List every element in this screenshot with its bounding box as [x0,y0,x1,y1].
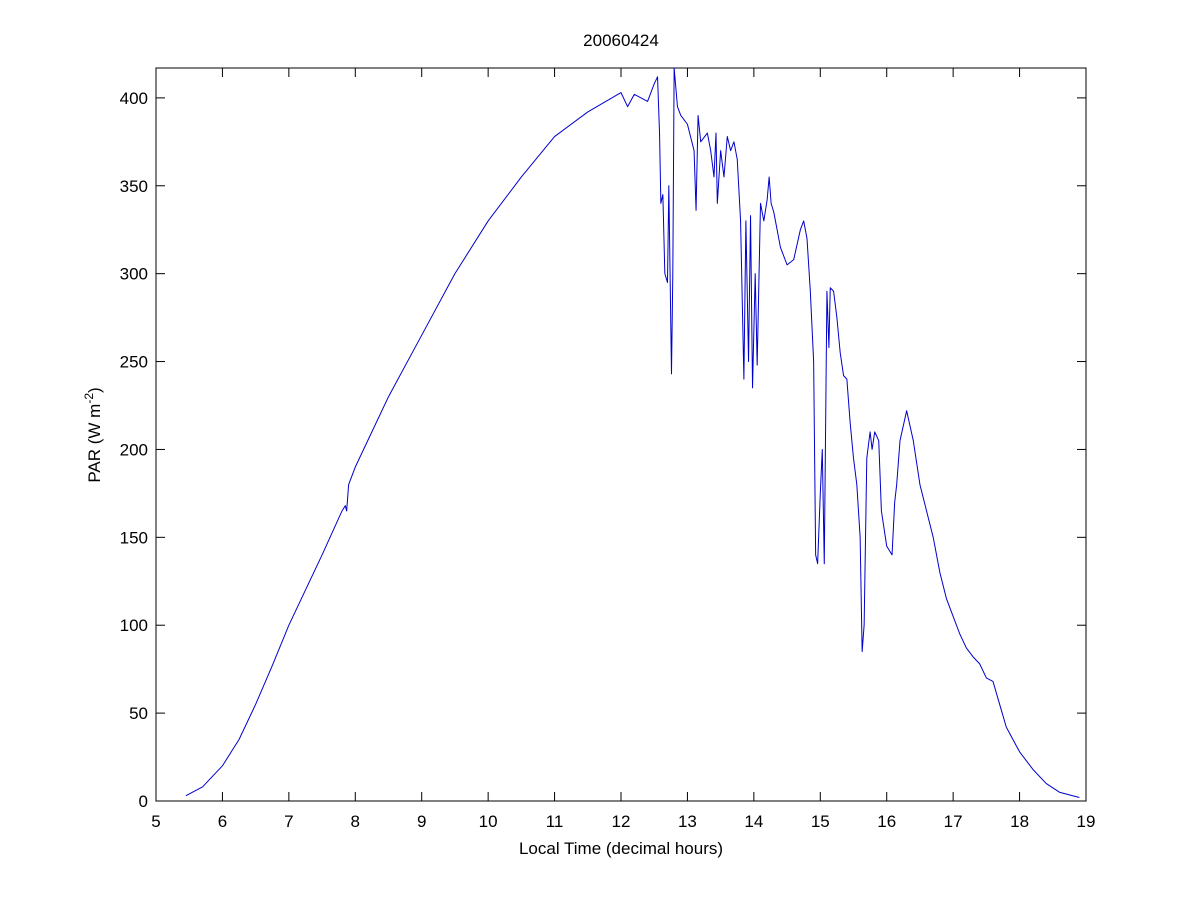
y-label-main: PAR (W m [85,404,104,483]
y-label-sup: -2 [82,393,96,404]
chart-title: 20060424 [583,31,659,50]
y-tick-label: 400 [120,89,148,108]
data-line [185,67,1080,798]
x-tick-label: 6 [218,812,227,831]
x-tick-label: 5 [151,812,160,831]
y-tick-label: 350 [120,177,148,196]
x-tick-label: 19 [1077,812,1096,831]
x-tick-label: 15 [811,812,830,831]
y-tick-label: 100 [120,616,148,635]
x-tick-label: 7 [284,812,293,831]
y-axis-label: PAR (W m-2) [82,387,104,482]
x-tick-label: 14 [744,812,763,831]
y-tick-label: 0 [139,792,148,811]
y-label-end: ) [85,387,104,393]
x-tick-label: 17 [944,812,963,831]
x-tick-label: 8 [351,812,360,831]
x-tick-label: 12 [612,812,631,831]
y-tick-label: 200 [120,440,148,459]
x-tick-label: 9 [417,812,426,831]
y-tick-label: 150 [120,528,148,547]
y-tick-label: 300 [120,265,148,284]
y-tick-label: 50 [129,704,148,723]
x-tick-label: 11 [546,812,564,831]
x-tick-label: 13 [678,812,697,831]
x-axis-label: Local Time (decimal hours) [519,839,723,858]
x-tick-label: 16 [877,812,896,831]
plot-area [155,67,1087,802]
x-tick-label: 10 [479,812,498,831]
y-tick-label: 250 [120,353,148,372]
x-tick-label: 18 [1010,812,1029,831]
